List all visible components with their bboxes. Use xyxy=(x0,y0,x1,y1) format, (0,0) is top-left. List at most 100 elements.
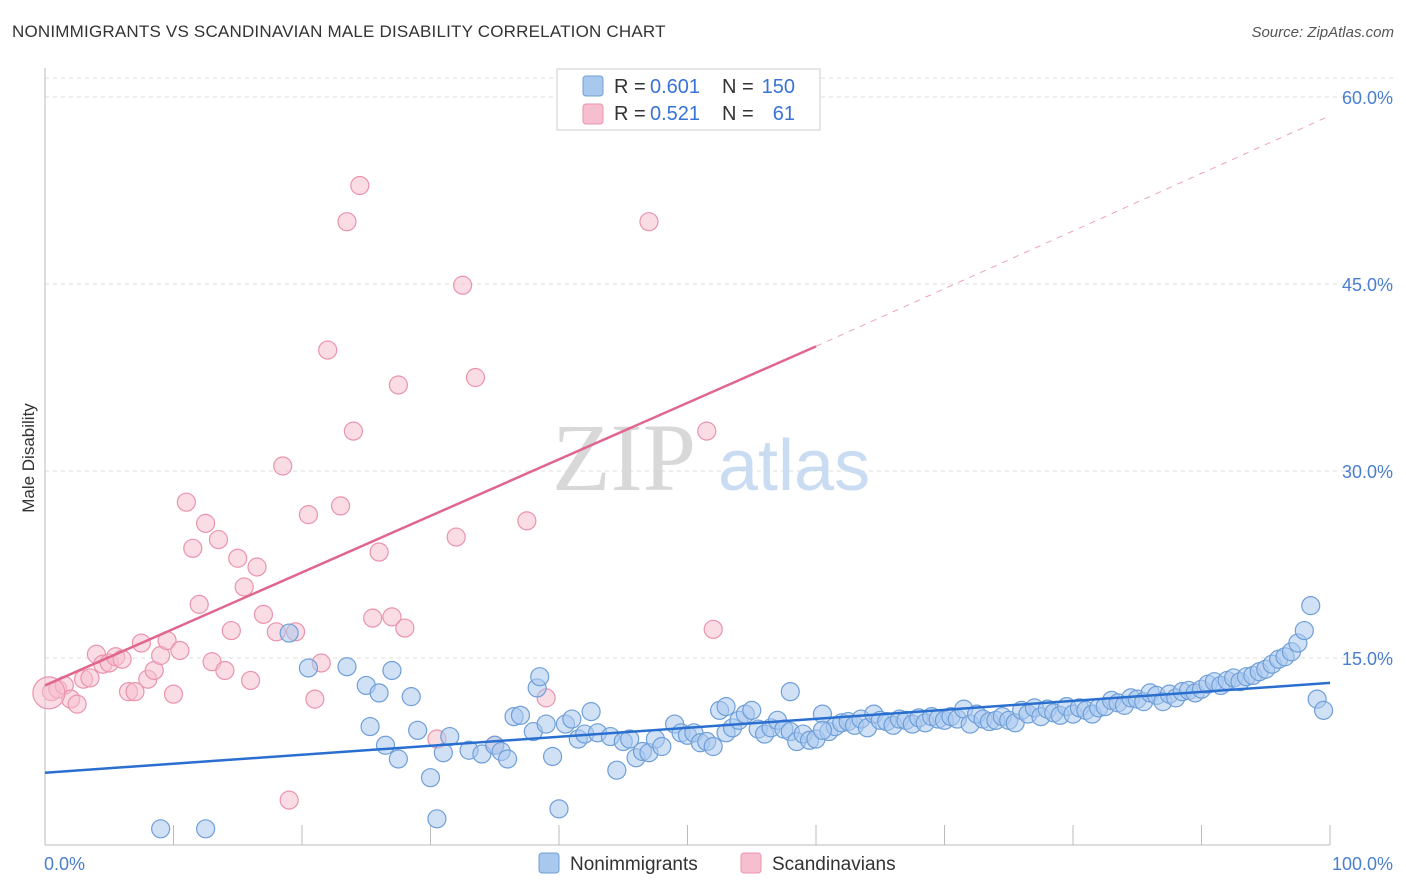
scandinavians-point xyxy=(279,790,299,810)
nonimmigrants-point xyxy=(542,746,563,767)
nonimmigrants-point xyxy=(1313,700,1334,720)
legend-r-label-1: R = xyxy=(614,76,646,98)
watermark-zip: ZIP xyxy=(552,404,696,511)
legend-r-value-2: 0.521 xyxy=(650,103,700,125)
x-tick-labels: 0.0% 100.0% xyxy=(44,854,1393,874)
nonimmigrants-point xyxy=(742,700,762,720)
nonimmigrants-point xyxy=(401,687,421,707)
watermark-atlas: atlas xyxy=(718,426,870,506)
nonimmigrants-point xyxy=(530,667,550,687)
grid-lines xyxy=(45,77,1395,659)
legend-box: R = 0.601 N = 150 R = 0.521 N = 61 xyxy=(556,68,821,131)
scandinavians-point xyxy=(67,694,87,714)
nonimmigrants-point xyxy=(498,749,518,769)
scandinavians-point xyxy=(125,682,145,702)
nonimmigrants-point xyxy=(382,660,402,681)
legend-n-label-2: N = xyxy=(722,103,754,125)
y-tick-label: 60.0% xyxy=(1342,88,1393,108)
nonimmigrants-point xyxy=(408,720,428,740)
nonimmigrants-point xyxy=(427,809,447,829)
scandinavians-point xyxy=(446,527,466,547)
scandinavians-trend-extension xyxy=(815,115,1331,347)
nonimmigrants-point xyxy=(1294,620,1314,641)
legend-r-value-1: 0.601 xyxy=(650,76,700,98)
watermark: ZIP atlas xyxy=(552,404,870,511)
scandinavians-point xyxy=(395,618,415,638)
nonimmigrants-point xyxy=(196,819,216,839)
nonimmigrants-point xyxy=(420,768,441,788)
trend-lines xyxy=(44,115,1331,774)
scandinavians-point xyxy=(189,594,209,614)
legend-n-value-1: 150 xyxy=(762,76,795,98)
scandinavians-point xyxy=(298,505,319,525)
scandinavians-point xyxy=(163,684,184,704)
scandinavians-point xyxy=(343,421,363,441)
scandinavians-point xyxy=(350,175,370,196)
scandinavians-point xyxy=(253,604,274,624)
scandinavians-point xyxy=(465,367,486,388)
nonimmigrants-point xyxy=(812,720,833,740)
scandinavians-point xyxy=(305,689,325,709)
nonimmigrants-point xyxy=(703,736,723,757)
bottom-legend-scandinavians: Scandinavians xyxy=(772,854,896,875)
bottom-legend-swatch-nonimmigrants xyxy=(538,852,560,874)
scandinavians-point xyxy=(318,340,338,360)
scandinavians-point xyxy=(453,275,473,295)
scandinavians-point xyxy=(517,511,537,531)
scandinavians-point xyxy=(183,538,203,558)
nonimmigrants-trend-line xyxy=(44,681,1331,774)
nonimmigrants-point xyxy=(620,729,640,749)
scandinavians-point xyxy=(639,212,659,232)
x-tick-label: 0.0% xyxy=(44,854,85,874)
nonimmigrants-points xyxy=(151,596,1334,839)
scandinavians-point xyxy=(234,577,254,597)
scandinavians-point xyxy=(337,212,357,232)
nonimmigrants-point xyxy=(375,735,396,755)
legend-swatch-pink xyxy=(582,103,604,125)
scandinavians-point xyxy=(388,375,408,395)
scandinavians-point xyxy=(247,557,267,577)
x-tick-label: 100.0% xyxy=(1332,854,1393,874)
nonimmigrants-point xyxy=(652,736,672,757)
legend-swatch-blue xyxy=(582,75,604,97)
scandinavians-point xyxy=(176,492,196,512)
bottom-legend-nonimmigrants: Nonimmigrants xyxy=(570,854,698,875)
nonimmigrants-point xyxy=(510,705,531,725)
bottom-legend: Nonimmigrants Scandinavians xyxy=(538,852,896,875)
scandinavians-point xyxy=(330,496,351,516)
axes xyxy=(44,68,1331,846)
legend-n-value-2: 61 xyxy=(773,103,795,125)
scandinavians-point xyxy=(215,660,235,681)
chart-title: NONIMMIGRANTS VS SCANDINAVIAN MALE DISAB… xyxy=(12,22,666,41)
nonimmigrants-point xyxy=(337,657,357,677)
chart-source: Source: ZipAtlas.com xyxy=(1251,24,1394,41)
bottom-legend-swatch-scandinavians xyxy=(740,852,762,874)
nonimmigrants-point xyxy=(607,760,627,780)
scandinavians-trend-line xyxy=(44,345,817,687)
scandinavians-point xyxy=(241,670,261,691)
nonimmigrants-point xyxy=(1301,596,1321,616)
scandinavians-point xyxy=(196,513,216,533)
scandinavians-point xyxy=(170,640,190,661)
scandinavians-point xyxy=(369,542,389,562)
nonimmigrants-point xyxy=(549,799,569,819)
scandinavians-point xyxy=(208,529,229,550)
y-axis-label: Male Disability xyxy=(19,403,38,513)
nonimmigrants-point xyxy=(151,819,171,839)
y-tick-label: 45.0% xyxy=(1342,275,1393,295)
scandinavians-point xyxy=(363,608,383,628)
y-tick-label: 15.0% xyxy=(1342,649,1393,669)
scandinavians-point xyxy=(382,607,402,627)
nonimmigrants-point xyxy=(279,623,299,643)
nonimmigrants-point xyxy=(388,749,408,769)
nonimmigrants-point xyxy=(780,682,800,702)
nonimmigrants-point xyxy=(716,697,736,717)
scandinavians-point-large xyxy=(32,676,66,710)
nonimmigrants-point xyxy=(360,716,380,737)
scandinavians-point xyxy=(273,456,293,476)
y-tick-label: 30.0% xyxy=(1342,462,1393,482)
nonimmigrants-point xyxy=(298,658,319,678)
scandinavians-point xyxy=(80,668,100,688)
scandinavians-point xyxy=(228,548,248,568)
